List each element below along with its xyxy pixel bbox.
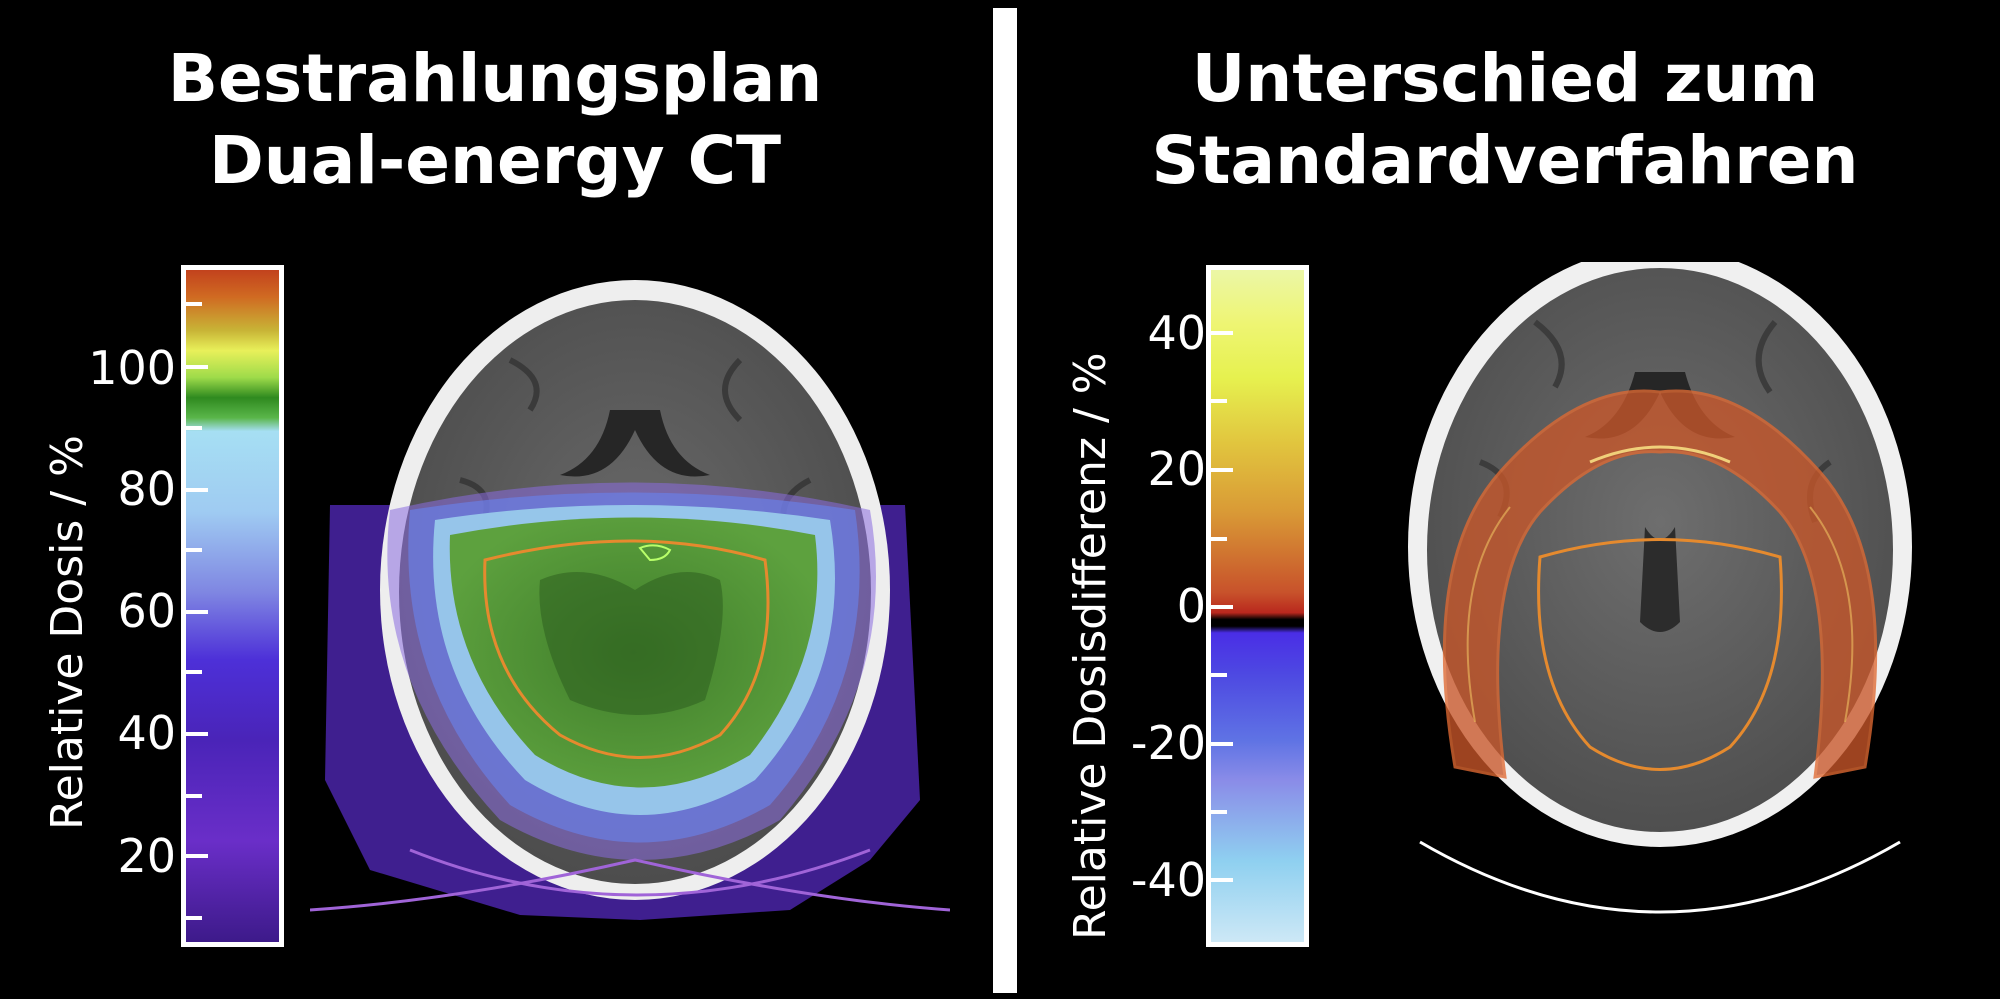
ct-difference-image bbox=[1408, 262, 1912, 914]
dose-plan-title-line2: Dual-energy CT bbox=[208, 122, 782, 199]
diff-tick-major bbox=[1211, 605, 1233, 609]
diff-tick-minor bbox=[1211, 673, 1227, 677]
dose-colorbar bbox=[181, 265, 284, 947]
dose-tick-label: 20 bbox=[117, 829, 176, 883]
diff-tick-major bbox=[1211, 331, 1233, 335]
dose-difference-band bbox=[1442, 389, 1878, 779]
dose-plan-panel: Bestrahlungsplan Dual-energy CT Relative… bbox=[0, 0, 990, 999]
dose-tick-label: 80 bbox=[117, 462, 176, 516]
dose-tick-label: 100 bbox=[88, 341, 176, 395]
diff-tick-minor bbox=[1211, 810, 1227, 814]
dose-tick-major bbox=[186, 365, 208, 369]
difference-colorbar-label: Relative Dosisdifferenz / % bbox=[1065, 352, 1116, 940]
diff-tick-label: -20 bbox=[1130, 716, 1206, 770]
dose-tick-major bbox=[186, 732, 208, 736]
dose-tick-major bbox=[186, 854, 208, 858]
diff-tick-major bbox=[1211, 468, 1233, 472]
target-contour-right bbox=[1537, 538, 1783, 771]
dose-tick-minor bbox=[186, 794, 202, 798]
diff-tick-label: -40 bbox=[1130, 853, 1206, 907]
dose-difference-title-line1: Unterschied zum bbox=[1191, 40, 1819, 117]
diff-tick-label: 40 bbox=[1147, 306, 1206, 360]
dose-tick-minor bbox=[186, 916, 202, 920]
dose-tick-major bbox=[186, 488, 208, 492]
dose-tick-label: 60 bbox=[117, 584, 176, 638]
diff-tick-major bbox=[1211, 742, 1233, 746]
dose-tick-major bbox=[186, 610, 208, 614]
target-contour bbox=[483, 539, 770, 759]
dose-tick-minor bbox=[186, 302, 202, 306]
dose-tick-label: 40 bbox=[117, 706, 176, 760]
diff-tick-minor bbox=[1211, 399, 1227, 403]
diff-tick-major bbox=[1211, 878, 1233, 882]
dose-tick-minor bbox=[186, 548, 202, 552]
dose-tick-minor bbox=[186, 670, 202, 674]
dose-plan-title: Bestrahlungsplan Dual-energy CT bbox=[0, 38, 990, 202]
panel-divider bbox=[993, 8, 1017, 993]
dose-tick-minor bbox=[186, 426, 202, 430]
dose-plan-title-line1: Bestrahlungsplan bbox=[167, 40, 823, 117]
dose-difference-panel: Unterschied zum Standardverfahren Relati… bbox=[1010, 0, 2000, 999]
difference-colorbar bbox=[1206, 265, 1309, 947]
dose-difference-title: Unterschied zum Standardverfahren bbox=[1010, 38, 2000, 202]
diff-tick-label: 20 bbox=[1147, 442, 1206, 496]
ct-dose-image bbox=[310, 280, 950, 920]
diff-tick-label: 0 bbox=[1176, 579, 1206, 633]
diff-tick-minor bbox=[1211, 537, 1227, 541]
dose-difference-title-line2: Standardverfahren bbox=[1151, 122, 1859, 199]
